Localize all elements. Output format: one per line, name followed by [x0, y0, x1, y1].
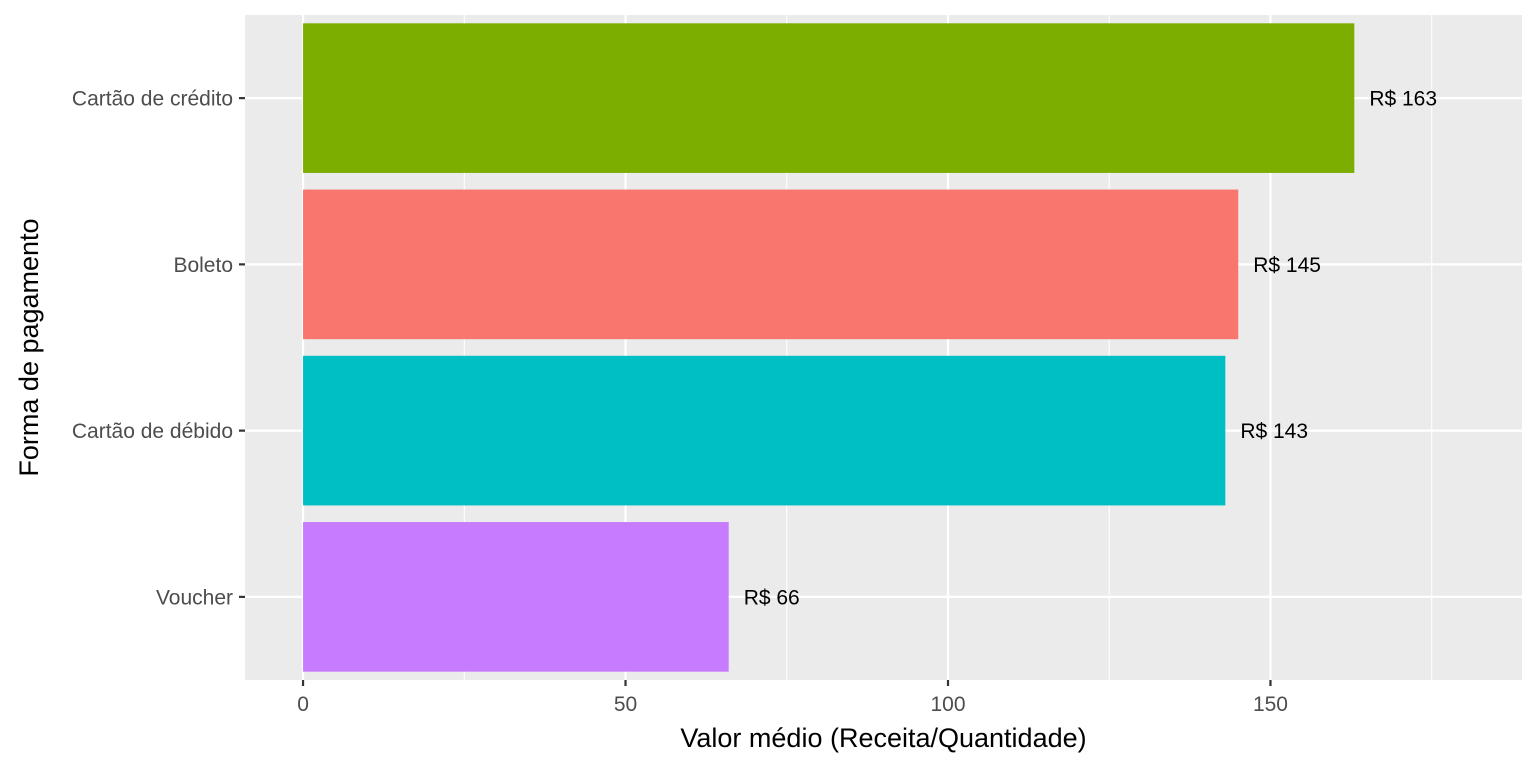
bar: [303, 189, 1239, 340]
y-axis-title: Forma de pagamento: [14, 218, 44, 476]
y-tick-label: Boleto: [173, 254, 233, 277]
x-tick-label: 100: [930, 693, 965, 716]
bar: [303, 23, 1355, 173]
bar: [303, 355, 1226, 506]
bar-data-label: R$ 145: [1253, 254, 1321, 277]
x-axis: 0 50 100 150: [297, 680, 1288, 716]
bar-data-label: R$ 143: [1240, 420, 1308, 443]
bar-data-labels: R$ 163 R$ 145 R$ 143 R$ 66: [744, 88, 1437, 610]
y-tick-label: Cartão de débido: [72, 420, 233, 443]
y-tick-label: Cartão de crédito: [72, 88, 233, 111]
bar-data-label: R$ 163: [1369, 88, 1437, 111]
y-tick-label: Voucher: [156, 586, 233, 609]
y-axis: Cartão de crédito Boleto Cartão de débido V…: [72, 88, 245, 609]
x-axis-title: Valor médio (Receita/Quantidade): [680, 723, 1086, 753]
x-tick-label: 150: [1253, 693, 1288, 716]
bar-data-label: R$ 66: [744, 586, 800, 609]
bars: [303, 23, 1355, 672]
x-tick-label: 50: [614, 693, 637, 716]
bar: [303, 522, 729, 672]
x-tick-label: 0: [297, 693, 309, 716]
